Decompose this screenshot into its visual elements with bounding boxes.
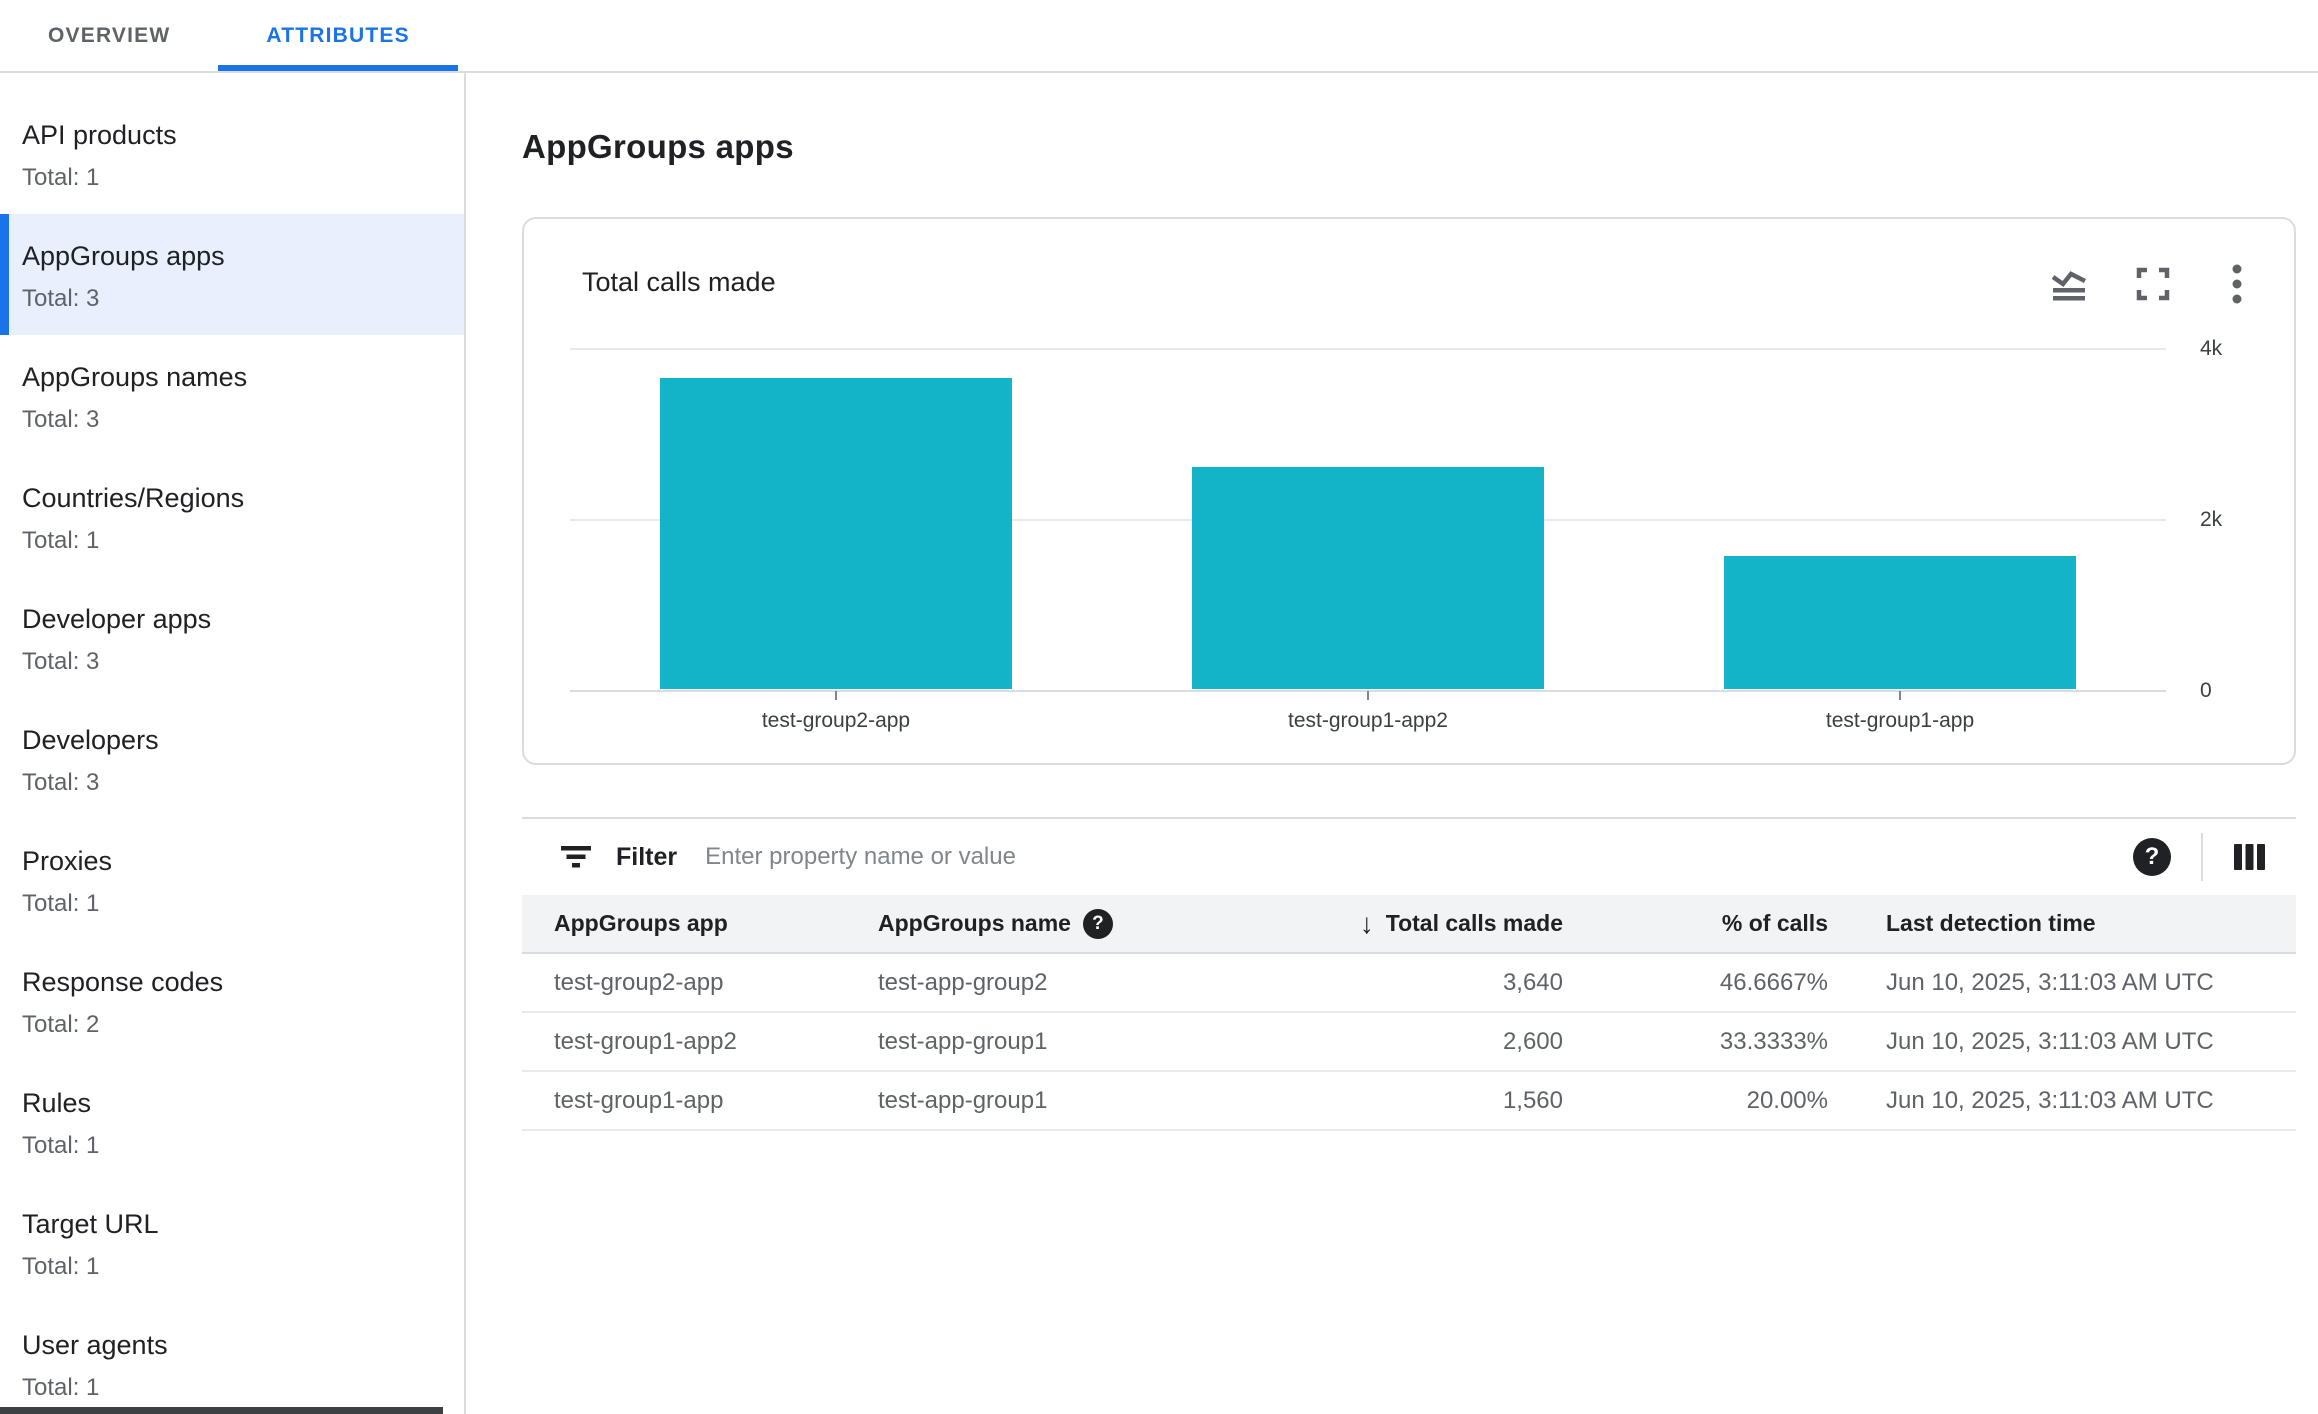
fullscreen-icon[interactable] — [2134, 265, 2172, 303]
cell-last-detection-time: Jun 10, 2025, 3:11:03 AM UTC — [1850, 1012, 2296, 1072]
sidebar-item-label: Developers — [22, 725, 159, 755]
sidebar-item-label: Target URL — [22, 1209, 159, 1239]
sidebar-item-response-codes[interactable]: Response codes Total: 2 — [0, 940, 464, 1061]
kebab-menu-icon[interactable] — [2218, 264, 2256, 304]
page-title: AppGroups apps — [522, 128, 794, 165]
x-axis-label: test-group1-app — [1825, 709, 1975, 732]
tab-overview[interactable]: OVERVIEW — [48, 23, 171, 47]
sidebar-item-label: Proxies — [22, 846, 113, 876]
cell-percent-of-calls: 20.00% — [1585, 1071, 1850, 1131]
column-header-last-detection-time[interactable]: Last detection time — [1850, 895, 2296, 954]
sidebar-item-rules[interactable]: Rules Total: 1 — [0, 1061, 464, 1182]
sidebar-item-label: Countries/Regions — [22, 483, 245, 513]
sidebar-item-proxies[interactable]: Proxies Total: 1 — [0, 819, 464, 940]
chart-actions — [2050, 264, 2256, 304]
cell-total-calls: 2,600 — [1290, 1012, 1585, 1072]
sidebar-item-label: Developer apps — [22, 604, 212, 634]
help-icon[interactable]: ? — [2133, 838, 2171, 876]
cell-total-calls: 3,640 — [1290, 953, 1585, 1013]
column-header-appgroups-name[interactable]: AppGroups name ? — [878, 895, 1290, 954]
toolbar-divider — [2201, 833, 2203, 881]
sidebar-item-total: Total: 2 — [22, 1011, 100, 1038]
column-header-percent-of-calls[interactable]: % of calls — [1585, 895, 1850, 954]
filter-label: Filter — [616, 842, 678, 871]
column-header-label: Total calls made — [1385, 910, 1563, 936]
cell-appgroups-app: test-group1-app2 — [522, 1012, 878, 1072]
x-axis-label: test-group2-app — [761, 709, 911, 732]
cell-percent-of-calls: 46.6667% — [1585, 953, 1850, 1013]
sidebar-item-label: User agents — [22, 1330, 168, 1360]
total-calls-chart-card: Total calls made — [522, 217, 2296, 765]
chart-title: Total calls made — [582, 267, 776, 297]
column-header-appgroups-app[interactable]: AppGroups app — [522, 895, 878, 954]
main-panel: AppGroups apps Total calls made — [466, 73, 2318, 1414]
tab-attributes[interactable]: ATTRIBUTES — [218, 0, 457, 71]
table-row: test-group2-app test-app-group2 3,640 46… — [522, 953, 2296, 1013]
sidebar-item-developer-apps[interactable]: Developer apps Total: 3 — [0, 577, 464, 698]
x-axis-label: test-group1-app2 — [1288, 709, 1448, 732]
y-axis-label: 0 — [2200, 679, 2212, 702]
sidebar-item-label: AppGroups names — [22, 362, 248, 392]
cell-appgroups-name: test-app-group1 — [878, 1071, 1290, 1131]
sidebar-item-developers[interactable]: Developers Total: 3 — [0, 698, 464, 819]
sidebar-item-label: Response codes — [22, 967, 224, 997]
cell-percent-of-calls: 33.3333% — [1585, 1012, 1850, 1072]
sort-descending-icon: ↓ — [1359, 907, 1374, 939]
attributes-sidebar: API products Total: 1 AppGroups apps Tot… — [0, 73, 466, 1414]
area-chart-icon[interactable] — [2050, 265, 2088, 303]
sidebar-item-label: AppGroups apps — [22, 241, 225, 271]
cell-appgroups-app: test-group1-app — [522, 1071, 878, 1131]
bar-test-group2-app[interactable] — [660, 377, 1012, 689]
horizontal-scrollbar-thumb[interactable] — [0, 1407, 443, 1414]
column-selector-icon[interactable] — [2233, 840, 2266, 874]
column-header-total-calls-made[interactable]: ↓ Total calls made — [1290, 895, 1585, 954]
sidebar-item-user-agents[interactable]: User agents Total: 1 — [0, 1303, 464, 1414]
sidebar-item-appgroups-names[interactable]: AppGroups names Total: 3 — [0, 335, 464, 456]
table-section: Filter ? AppGroups app — [522, 817, 2296, 1131]
filter-toolbar: Filter ? — [522, 819, 2296, 895]
x-axis-tick — [834, 691, 837, 700]
filter-input[interactable] — [705, 843, 2133, 871]
cell-total-calls: 1,560 — [1290, 1071, 1585, 1131]
gridline — [570, 348, 2166, 350]
sidebar-item-total: Total: 1 — [22, 890, 100, 917]
sidebar-item-total: Total: 1 — [22, 1374, 100, 1401]
sidebar-item-total: Total: 3 — [22, 285, 100, 312]
sidebar-item-countries-regions[interactable]: Countries/Regions Total: 1 — [0, 456, 464, 577]
y-axis-label: 2k — [2200, 508, 2223, 531]
y-axis-label: 4k — [2200, 337, 2223, 360]
sidebar-item-total: Total: 3 — [22, 406, 100, 433]
column-header-label: AppGroups name — [878, 910, 1071, 936]
table-header-row: AppGroups app AppGroups name ? ↓ Total c… — [522, 895, 2296, 954]
sidebar-item-label: API products — [22, 120, 177, 150]
sidebar-item-total: Total: 1 — [22, 1132, 100, 1159]
cell-last-detection-time: Jun 10, 2025, 3:11:03 AM UTC — [1850, 1071, 2296, 1131]
cell-appgroups-app: test-group2-app — [522, 953, 878, 1013]
sidebar-item-target-url[interactable]: Target URL Total: 1 — [0, 1182, 464, 1303]
table-row: test-group1-app2 test-app-group1 2,600 3… — [522, 1012, 2296, 1072]
sidebar-item-total: Total: 1 — [22, 527, 100, 554]
table-row: test-group1-app test-app-group1 1,560 20… — [522, 1071, 2296, 1131]
sidebar-item-appgroups-apps[interactable]: AppGroups apps Total: 3 — [0, 214, 464, 335]
x-axis-tick — [1367, 691, 1369, 700]
tab-bar: OVERVIEW ATTRIBUTES — [0, 0, 2318, 73]
sidebar-item-total: Total: 1 — [22, 1253, 100, 1280]
bar-chart-plot: 4k 2k 0 test-group2-app test-group1-app2 test… — [570, 337, 2222, 732]
appgroups-table: AppGroups app AppGroups name ? ↓ Total c… — [522, 895, 2296, 1131]
bar-test-group1-app2[interactable] — [1192, 466, 1544, 689]
x-axis-tick — [1899, 691, 1901, 700]
bar-test-group1-app[interactable] — [1724, 555, 2076, 689]
sidebar-item-total: Total: 3 — [22, 648, 100, 675]
cell-appgroups-name: test-app-group2 — [878, 953, 1290, 1013]
sidebar-item-total: Total: 1 — [22, 164, 100, 191]
sidebar-item-total: Total: 3 — [22, 769, 100, 796]
sidebar-item-api-products[interactable]: API products Total: 1 — [0, 93, 464, 214]
sidebar-item-label: Rules — [22, 1088, 92, 1118]
help-icon[interactable]: ? — [1082, 908, 1113, 939]
cell-last-detection-time: Jun 10, 2025, 3:11:03 AM UTC — [1850, 953, 2296, 1013]
cell-appgroups-name: test-app-group1 — [878, 1012, 1290, 1072]
filter-list-icon[interactable] — [558, 840, 594, 874]
